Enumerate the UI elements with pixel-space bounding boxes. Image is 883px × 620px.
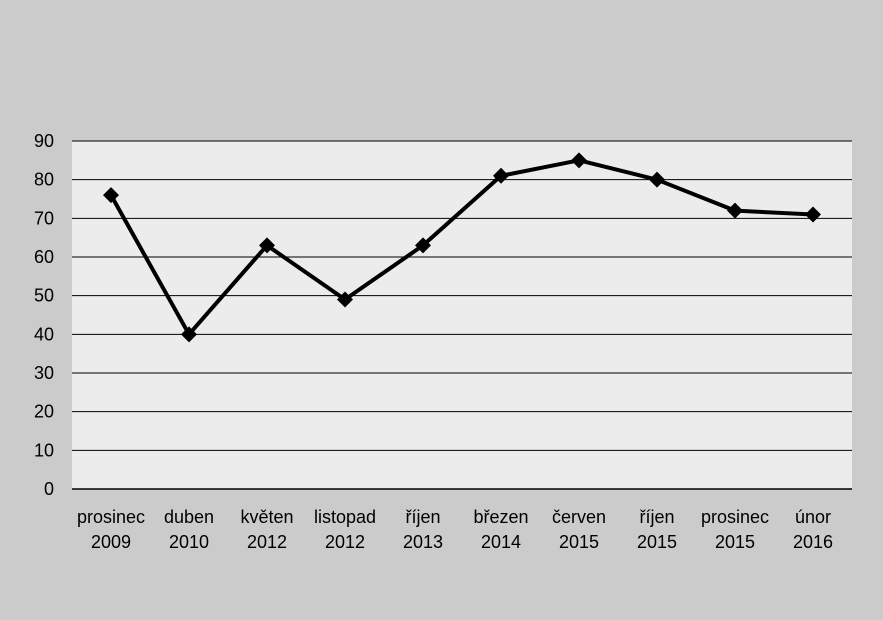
x-tick-month: listopad	[314, 507, 376, 527]
x-tick-label: červen 2015	[552, 507, 606, 552]
x-tick-month: prosinec	[77, 507, 145, 527]
x-tick-year: 2014	[481, 532, 521, 552]
x-tick-year: 2012	[325, 532, 365, 552]
y-tick-label: 0	[44, 479, 54, 499]
x-tick-label: listopad 2012	[314, 507, 376, 552]
grid-lines	[72, 140, 852, 490]
x-tick-year: 2009	[91, 532, 131, 552]
x-tick-label: prosinec 2009	[77, 507, 145, 552]
x-axis-ticks: prosinec 2009 duben 2010 květen 2012 listopad 2…	[77, 507, 833, 552]
x-tick-label: únor 2016	[793, 507, 833, 552]
y-tick-label: 30	[34, 363, 54, 383]
data-point-marker	[493, 167, 509, 184]
x-tick-month: říjen	[639, 507, 674, 527]
data-point-marker	[649, 171, 665, 188]
y-tick-label: 50	[34, 286, 54, 306]
data-point-marker	[181, 326, 197, 343]
y-tick-label: 60	[34, 247, 54, 267]
x-tick-label: květen 2012	[240, 507, 293, 552]
x-tick-year: 2012	[247, 532, 287, 552]
y-tick-label: 40	[34, 324, 54, 344]
y-tick-label: 80	[34, 170, 54, 190]
y-tick-label: 10	[34, 440, 54, 460]
x-tick-label: prosinec 2015	[701, 507, 769, 552]
y-tick-label: 70	[34, 208, 54, 228]
x-tick-month: říjen	[405, 507, 440, 527]
x-tick-month: únor	[795, 507, 831, 527]
plot-area	[72, 141, 852, 489]
x-tick-month: duben	[164, 507, 214, 527]
data-point-marker	[259, 237, 275, 254]
data-point-marker	[415, 237, 431, 254]
data-point-marker	[805, 206, 821, 223]
y-tick-label: 90	[34, 131, 54, 151]
x-tick-year: 2016	[793, 532, 833, 552]
data-point-marker	[571, 152, 587, 169]
x-tick-label: duben 2010	[164, 507, 214, 552]
x-tick-month: květen	[240, 507, 293, 527]
y-axis-ticks: 0 10 20 30 40 50 60 70 80 90	[34, 131, 54, 499]
x-tick-year: 2015	[715, 532, 755, 552]
y-tick-label: 20	[34, 402, 54, 422]
x-tick-year: 2010	[169, 532, 209, 552]
x-tick-month: březen	[473, 507, 528, 527]
series-line	[109, 158, 814, 337]
x-tick-label: říjen 2015	[637, 507, 677, 552]
data-point-marker	[103, 187, 119, 204]
x-tick-year: 2015	[637, 532, 677, 552]
data-point-marker	[727, 202, 743, 219]
x-tick-month: prosinec	[701, 507, 769, 527]
data-points	[103, 152, 821, 343]
x-tick-label: říjen 2013	[403, 507, 443, 552]
x-tick-label: březen 2014	[473, 507, 528, 552]
x-tick-year: 2013	[403, 532, 443, 552]
x-tick-year: 2015	[559, 532, 599, 552]
data-point-marker	[337, 291, 353, 308]
x-tick-month: červen	[552, 507, 606, 527]
